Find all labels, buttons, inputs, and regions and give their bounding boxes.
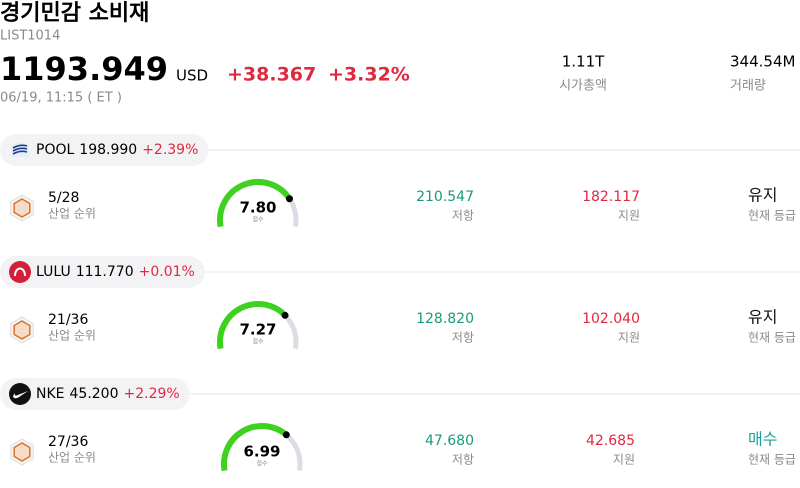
ticker-pill[interactable] — [0, 134, 209, 166]
rank-icon — [10, 316, 34, 344]
price: 1193.949 — [0, 50, 168, 88]
gauge-dot — [286, 195, 294, 203]
time: 06/19, 11:15 ( ET ) — [0, 91, 122, 106]
rank-hex-inner — [13, 442, 31, 462]
ticker-price: 198.990 — [79, 142, 137, 158]
resistance-label: 저항 — [452, 331, 474, 345]
change: +38.367 — [227, 64, 316, 86]
stat-value: 344.54M — [730, 53, 795, 71]
gauge-value — [217, 179, 292, 228]
gauge-value — [217, 301, 288, 350]
score: 7.27 — [239, 321, 276, 339]
ticker: NKE — [36, 386, 65, 402]
rank: 27/36 — [48, 434, 88, 450]
logo — [9, 383, 31, 405]
support: 42.685 — [586, 433, 635, 449]
stat-value: 1.11T — [562, 53, 605, 71]
support-label: 지원 — [618, 209, 640, 223]
rating: 유지 — [748, 308, 777, 327]
ticker-change: +0.01% — [139, 264, 195, 280]
currency: USD — [176, 67, 208, 85]
rank: 5/28 — [48, 190, 79, 206]
rank-icon — [10, 194, 34, 222]
ticker-change: +2.29% — [124, 386, 180, 402]
logo-stripe — [12, 147, 28, 152]
support: 182.117 — [582, 189, 640, 205]
ticker: LULU — [36, 264, 71, 280]
score: 7.80 — [239, 199, 276, 217]
rank: 21/36 — [48, 312, 88, 328]
stat-label: 거래량 — [730, 79, 766, 94]
score-caption: 점수 — [256, 461, 268, 468]
change-pct: +3.32% — [328, 64, 410, 86]
logo-bg — [9, 261, 31, 283]
rating-label: 현재 등급 — [748, 209, 796, 223]
gauge-dot — [282, 431, 290, 439]
score-caption: 점수 — [252, 217, 264, 224]
logo — [9, 261, 31, 283]
logo-bg — [9, 383, 31, 405]
support-label: 지원 — [618, 331, 640, 345]
rank-label: 산업 순위 — [48, 329, 96, 343]
ticker-price: 45.200 — [70, 386, 119, 402]
stat-label: 시가총액 — [559, 79, 607, 94]
resistance: 47.680 — [425, 433, 474, 449]
score: 6.99 — [243, 443, 280, 461]
title: 경기민감 소비재 — [0, 1, 149, 26]
rank-label: 산업 순위 — [48, 207, 96, 221]
ticker-pill[interactable] — [0, 378, 190, 410]
rating: 매수 — [748, 430, 777, 449]
rating-label: 현재 등급 — [748, 453, 796, 467]
logo-stripe — [12, 144, 28, 149]
rank-hex-inner — [13, 320, 31, 340]
rank-label: 산업 순위 — [48, 451, 96, 465]
rating: 유지 — [748, 186, 777, 205]
resistance: 128.820 — [416, 311, 474, 327]
support-label: 지원 — [613, 453, 635, 467]
rank-icon — [10, 438, 34, 466]
resistance-label: 저항 — [452, 453, 474, 467]
code: LIST1014 — [0, 29, 60, 44]
ticker-change: +2.39% — [142, 142, 198, 158]
gauge-value — [221, 423, 289, 472]
ticker-price: 111.770 — [76, 264, 134, 280]
logo-stripe — [12, 150, 28, 155]
ticker-pill[interactable] — [0, 256, 205, 288]
rank-hex-inner — [13, 198, 31, 218]
score-caption: 점수 — [252, 339, 264, 346]
resistance: 210.547 — [416, 189, 474, 205]
logo — [11, 143, 29, 157]
logo-mark — [13, 391, 28, 399]
resistance-label: 저항 — [452, 209, 474, 223]
logo-mark — [14, 267, 26, 277]
rating-label: 현재 등급 — [748, 331, 796, 345]
ticker: POOL — [36, 142, 74, 158]
support: 102.040 — [582, 311, 640, 327]
gauge-dot — [281, 311, 289, 319]
